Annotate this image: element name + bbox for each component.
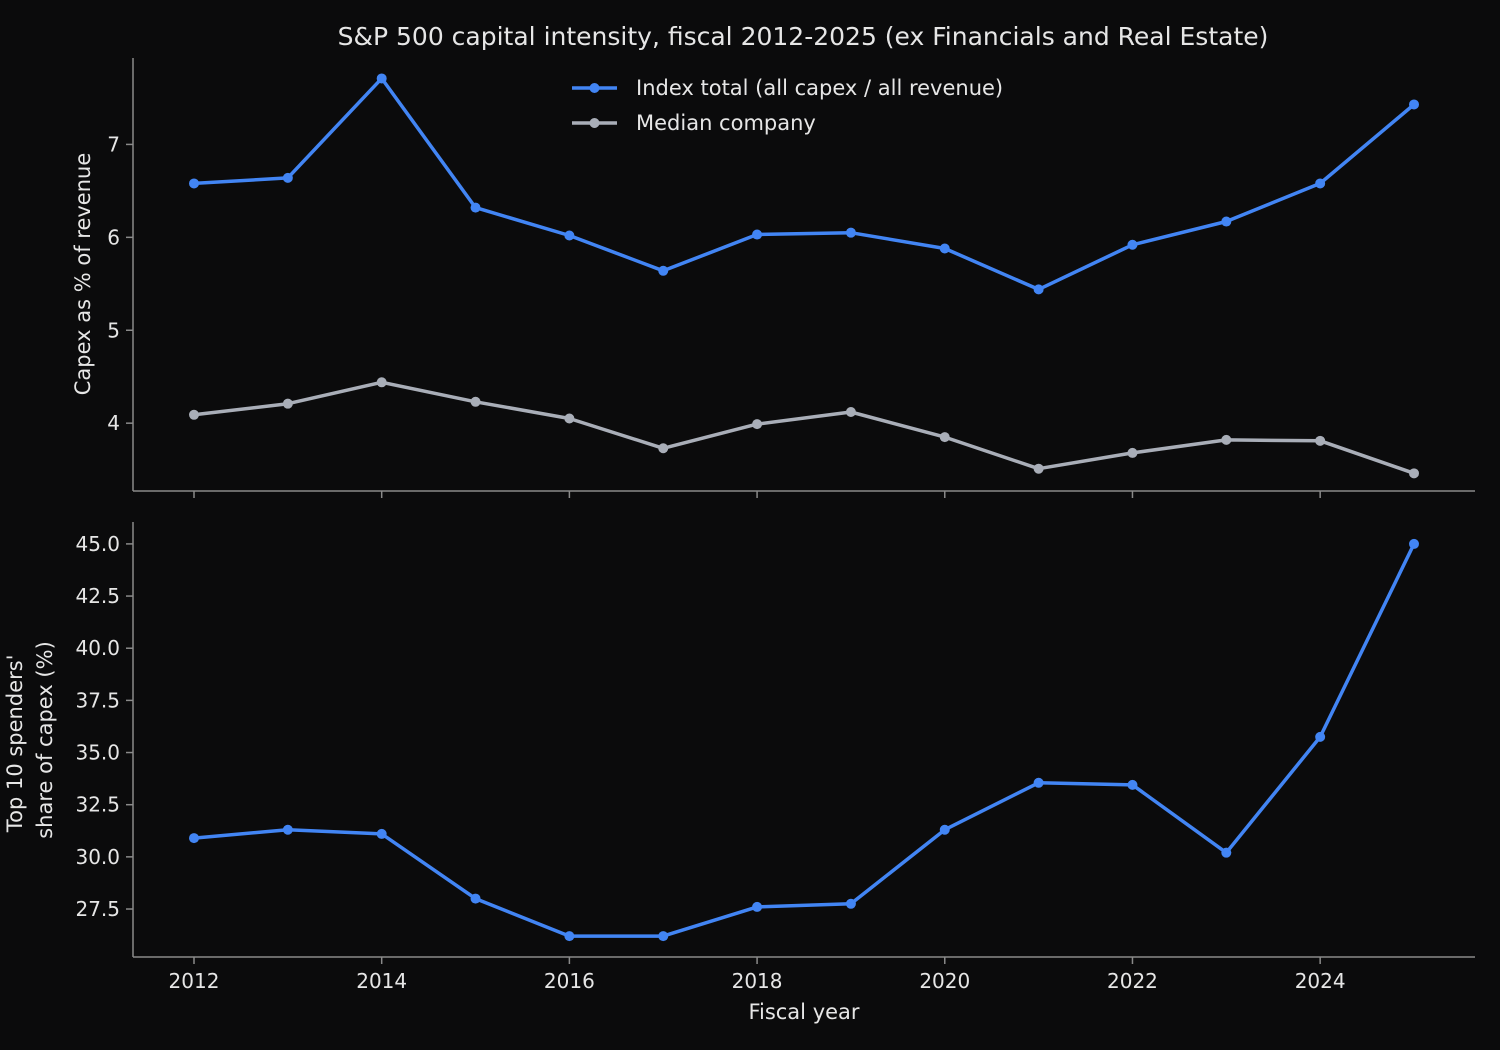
- top-y-axis-label: Capex as % of revenue: [71, 153, 95, 396]
- x-tick-label: 2016: [544, 969, 595, 993]
- bottom-series-0-point: [1033, 777, 1044, 788]
- x-axis-label: Fiscal year: [748, 1000, 859, 1024]
- bottom-series-0-point: [189, 833, 199, 844]
- bottom-series-0-point: [1409, 538, 1419, 549]
- bottom-series-0-point: [564, 931, 575, 942]
- legend-entry-label: Index total (all capex / all revenue): [636, 76, 1003, 100]
- top-series-1-point: [376, 377, 387, 388]
- legend-swatch-marker: [589, 118, 600, 128]
- x-tick-label: 2022: [1107, 969, 1158, 993]
- top-y-tick-label: 4: [107, 411, 120, 435]
- x-tick-label: 2024: [1295, 969, 1346, 993]
- top-series-0-point: [1315, 178, 1326, 189]
- bottom-series-0-point: [658, 931, 669, 942]
- top-series-1-point: [1033, 463, 1044, 474]
- legend: Index total (all capex / all revenue) Med…: [572, 76, 1003, 135]
- top-x-ticks: [193, 491, 1321, 498]
- bottom-series-0-point: [845, 898, 856, 909]
- legend-entry-label: Median company: [636, 111, 816, 135]
- top-y-tick-label: 5: [107, 318, 120, 342]
- top-series-0-point: [1033, 284, 1044, 295]
- top-panel: 4 5 6 7 Capex as % of revenue Index total (…: [71, 58, 1475, 498]
- top-y-tick-label: 6: [107, 225, 120, 249]
- chart-title: S&P 500 capital intensity, fiscal 2012-2…: [338, 22, 1269, 51]
- top-series-1-point: [658, 443, 669, 454]
- top-series-0-point: [658, 265, 669, 276]
- bottom-y-tick-label: 27.5: [75, 897, 120, 921]
- top-series-0-point: [752, 229, 763, 240]
- legend-swatch-marker: [589, 83, 600, 93]
- bottom-series-0-point: [1315, 731, 1326, 742]
- bottom-series-0-point: [470, 893, 481, 904]
- top-y-ticks: 4 5 6 7: [107, 132, 133, 435]
- top-series-1-point: [1127, 447, 1138, 458]
- top-series-1-point: [1221, 434, 1232, 445]
- bottom-y-tick-label: 37.5: [75, 688, 120, 712]
- bottom-x-ticks: 2012 2014 2016 2018 2020 2022 2024: [169, 957, 1346, 993]
- bottom-series-group: [189, 538, 1419, 942]
- top-series-0-point: [376, 73, 387, 84]
- bottom-series-0-point: [939, 824, 950, 835]
- top-series-1-point: [939, 432, 950, 443]
- bottom-series-0-point: [1221, 847, 1232, 858]
- top-series-1-point: [845, 407, 856, 418]
- top-series-0-point: [845, 227, 856, 238]
- top-series-1-point: [752, 419, 763, 430]
- bottom-y-tick-label: 30.0: [75, 845, 120, 869]
- x-tick-label: 2012: [169, 969, 220, 993]
- bottom-panel: 27.530.032.535.037.540.042.545.0 2012 201…: [3, 522, 1475, 1024]
- bottom-y-tick-label: 45.0: [75, 532, 120, 556]
- top-series-0-point: [189, 178, 199, 189]
- bottom-y-axis-label-line1: Top 10 spenders': [3, 655, 27, 834]
- top-series-0-point: [564, 230, 575, 241]
- x-tick-label: 2020: [919, 969, 970, 993]
- bottom-series-0-point: [376, 828, 387, 839]
- bottom-series-line-0: [192, 542, 1416, 938]
- top-series-0-point: [1127, 239, 1138, 250]
- bottom-y-tick-label: 40.0: [75, 636, 120, 660]
- bottom-y-tick-label: 42.5: [75, 584, 120, 608]
- top-series-1-point: [564, 413, 575, 424]
- top-series-line-1: [192, 380, 1416, 476]
- bottom-y-ticks: 27.5 30.0 32.5 35.0 37.5 40.0 42.5 45.0: [75, 532, 133, 921]
- bottom-series-0-point: [1127, 779, 1138, 790]
- top-y-tick-label: 7: [107, 132, 120, 156]
- bottom-series-0-point: [282, 824, 293, 835]
- top-series-line-0: [192, 76, 1416, 292]
- bottom-y-tick-label: 35.0: [75, 741, 120, 765]
- top-series-1-point: [1409, 468, 1419, 479]
- bottom-series-0-point: [752, 901, 763, 912]
- x-tick-label: 2018: [732, 969, 783, 993]
- x-tick-label: 2014: [356, 969, 407, 993]
- bottom-y-tick-label: 32.5: [75, 793, 120, 817]
- top-series-1-point: [189, 409, 199, 420]
- top-series-0-point: [470, 202, 481, 213]
- bottom-y-axis-label-line2: share of capex (%): [33, 641, 57, 839]
- top-series-1-point: [282, 398, 293, 409]
- top-series-0-point: [1221, 216, 1232, 227]
- top-series-0-point: [939, 243, 950, 254]
- top-series-0-point: [1409, 99, 1419, 110]
- top-series-0-point: [282, 172, 293, 183]
- top-series-1-point: [470, 396, 481, 407]
- top-series-1-point: [1315, 435, 1326, 446]
- bottom-y-axis-label: Top 10 spenders' share of capex (%): [3, 641, 57, 839]
- top-series-group: [189, 73, 1419, 479]
